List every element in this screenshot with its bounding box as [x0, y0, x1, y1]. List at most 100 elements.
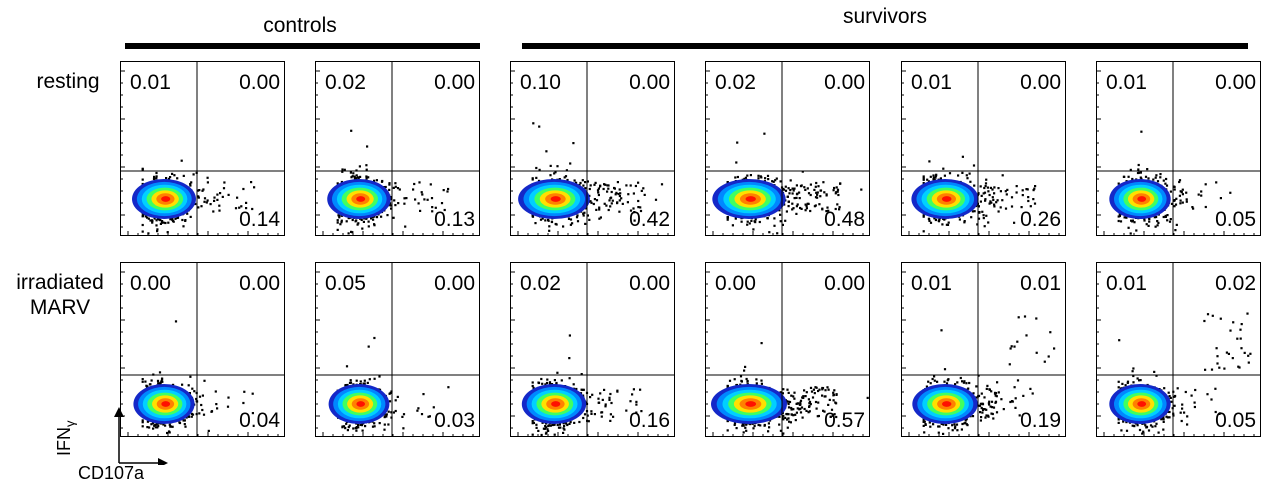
event-dot	[141, 178, 144, 181]
event-dot	[392, 186, 395, 189]
event-dot	[992, 198, 995, 201]
event-dot	[153, 217, 156, 220]
event-dot	[388, 182, 391, 185]
event-dot	[158, 382, 161, 385]
quadrant-lower-right-value: 0.05	[1215, 208, 1256, 231]
event-dot	[198, 189, 201, 192]
event-dot	[168, 423, 171, 426]
event-dot	[387, 410, 390, 413]
event-dot	[817, 185, 820, 188]
event-dot	[754, 218, 757, 221]
event-dot	[1143, 219, 1146, 222]
event-dot	[547, 219, 550, 222]
event-dot	[195, 397, 198, 401]
event-dot	[378, 375, 381, 378]
event-dot	[576, 220, 580, 223]
facs-plot: 0.05 0.000.03	[315, 262, 480, 437]
event-dot	[603, 202, 606, 205]
event-dot	[206, 199, 209, 202]
event-dot	[575, 181, 578, 184]
facs-plot: 0.01 0.000.26	[901, 61, 1066, 236]
event-dot	[993, 205, 996, 208]
event-dot	[1175, 197, 1178, 200]
event-dot	[1004, 190, 1007, 193]
event-dot	[1010, 205, 1014, 208]
event-dot	[947, 221, 950, 224]
event-dot	[642, 187, 645, 190]
event-dot	[567, 217, 571, 220]
event-dot	[186, 212, 189, 215]
event-dot	[618, 199, 621, 202]
event-dot	[149, 219, 152, 222]
event-dot	[190, 412, 193, 415]
event-dot	[178, 421, 181, 424]
event-dot	[1165, 184, 1169, 187]
facs-panel: 0.02 0.00 0.13	[315, 61, 480, 236]
event-dot	[388, 400, 392, 403]
event-dot	[396, 187, 400, 190]
event-dot	[599, 185, 602, 188]
event-dot	[1123, 175, 1126, 178]
event-dot	[1027, 196, 1030, 199]
facs-panel: 0.10 0.00 0.42	[510, 61, 675, 236]
event-dot	[938, 218, 941, 221]
event-dot	[358, 165, 361, 168]
event-dot	[757, 174, 760, 177]
event-dot	[350, 230, 353, 233]
event-dot	[1152, 178, 1155, 181]
event-dot	[351, 218, 354, 222]
event-dot	[373, 336, 376, 340]
event-dot	[531, 420, 534, 423]
event-dot	[447, 187, 450, 191]
event-dot	[1005, 193, 1008, 196]
event-dot	[548, 381, 552, 384]
event-dot	[619, 192, 622, 195]
event-dot	[146, 216, 149, 219]
event-dot	[984, 199, 987, 202]
event-dot	[147, 232, 150, 235]
event-dot	[218, 204, 221, 207]
event-dot	[984, 182, 988, 185]
event-dot	[786, 195, 789, 198]
event-dot	[1123, 216, 1126, 219]
event-dot	[216, 198, 219, 201]
event-dot	[586, 214, 589, 217]
event-dot	[660, 183, 664, 186]
event-dot	[1179, 190, 1182, 193]
event-dot	[150, 219, 153, 222]
event-dot	[349, 379, 352, 382]
event-dot	[1168, 220, 1172, 223]
event-dot	[795, 196, 798, 199]
event-dot	[735, 161, 738, 164]
event-dot	[359, 380, 362, 383]
event-dot	[1175, 223, 1178, 226]
event-dot	[926, 178, 929, 181]
event-dot	[1117, 215, 1120, 218]
event-dot	[1180, 191, 1183, 194]
event-dot	[939, 177, 942, 180]
event-dot	[621, 202, 624, 205]
event-dot	[155, 175, 158, 178]
event-dot	[340, 219, 343, 222]
event-dot	[1029, 205, 1032, 208]
event-dot	[402, 427, 405, 430]
event-dot	[809, 183, 812, 186]
density-contour	[745, 196, 756, 202]
event-dot	[805, 207, 808, 210]
quadrant-upper-right-value: 0.00	[239, 71, 280, 94]
event-dot	[1129, 232, 1132, 235]
event-dot	[860, 188, 863, 191]
event-dot	[1136, 171, 1140, 175]
event-dot	[588, 187, 591, 191]
event-dot	[546, 428, 549, 431]
facs-plot: 0.02 0.000.48	[705, 61, 870, 236]
event-dot	[167, 221, 170, 224]
event-dot	[1200, 190, 1203, 193]
event-dot	[352, 427, 355, 430]
event-dot	[207, 429, 210, 432]
event-dot	[988, 193, 991, 197]
event-dot	[189, 184, 192, 187]
event-dot	[250, 181, 253, 184]
event-dot	[586, 180, 589, 183]
event-dot	[566, 178, 569, 182]
